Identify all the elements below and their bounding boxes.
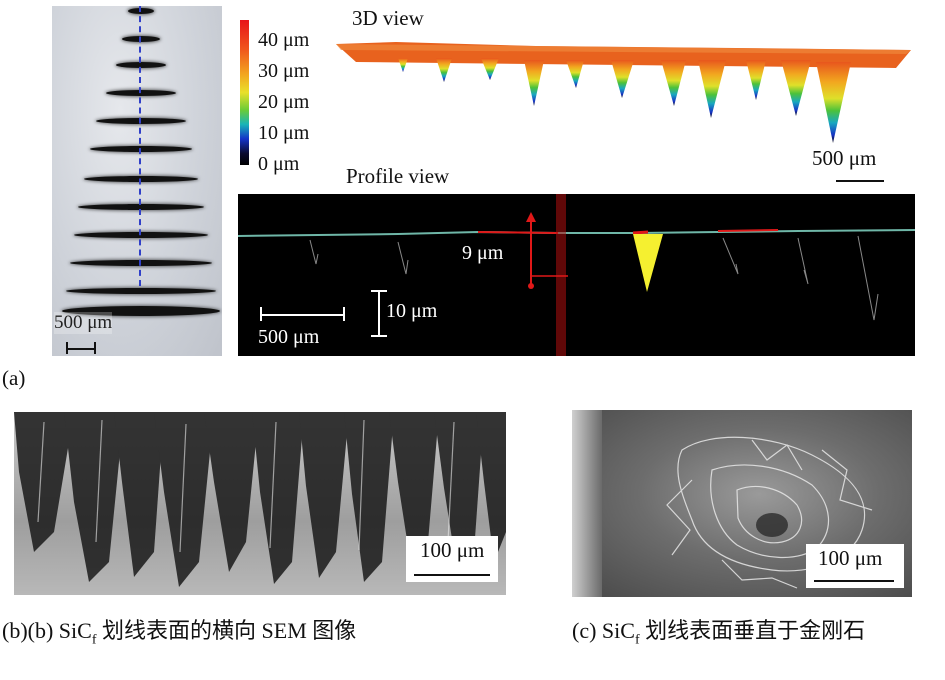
view3d-scale-bar — [836, 180, 884, 182]
caption-c-sub: f — [634, 632, 640, 648]
caption-b-sub: f — [91, 632, 97, 648]
scratch-mark — [78, 204, 204, 210]
sem-c-edge — [572, 410, 602, 597]
scratch-mark — [84, 176, 198, 182]
sem-c-scale-box: 100 μm — [806, 544, 904, 588]
optical-scale-bar — [66, 348, 94, 350]
optical-micrograph: 500 μm — [52, 6, 222, 356]
colorbar-tick-30: 30 μm — [258, 60, 310, 82]
sem-b-scale-box: 100 μm — [406, 536, 498, 582]
scratch-mark — [106, 90, 176, 96]
sem-b-texture — [14, 412, 506, 587]
sem-b-scale-bar — [414, 574, 490, 576]
profile-scale-bar-v — [378, 290, 380, 336]
caption-c-text: 划线表面垂直于金刚石 — [639, 618, 866, 643]
caption-c-label: (c) SiC — [572, 618, 635, 643]
caption-c: (c) SiCf 划线表面垂直于金刚石 — [572, 618, 865, 653]
height-colorbar — [240, 20, 249, 165]
scale-bar-tick — [94, 342, 96, 354]
colorbar-tick-20: 20 μm — [258, 91, 310, 113]
scale-bar-tick — [371, 290, 387, 292]
scratch-mark — [128, 8, 154, 14]
scratch-mark — [96, 118, 186, 124]
profile-title: Profile view — [346, 164, 450, 188]
caption-b: (b)(b) SiCf 划线表面的横向 SEM 图像 — [2, 618, 356, 653]
sem-image-b: 100 μm — [14, 412, 506, 595]
scratch-mark — [74, 232, 208, 238]
profile-view: 9 μm 500 μm 10 μm — [238, 194, 915, 356]
scale-bar-tick — [66, 342, 68, 354]
center-dashed-line — [139, 6, 141, 286]
caption-b-text: 划线表面的横向 SEM 图像 — [96, 618, 357, 643]
scratch-mark — [62, 306, 220, 316]
caption-b-label: (b) SiC — [27, 618, 92, 643]
profile-depth-label: 9 μm — [462, 242, 504, 264]
sem-c-scale-label: 100 μm — [818, 546, 883, 570]
scale-bar-tick — [371, 335, 387, 337]
view3d-title: 3D view — [352, 6, 424, 30]
scratch-mark — [122, 36, 160, 42]
scratch-mark — [116, 62, 166, 68]
scratch-mark — [70, 260, 212, 266]
sem-b-scale-label: 100 μm — [420, 538, 485, 562]
scale-bar-tick — [260, 307, 262, 321]
colorbar-tick-0: 0 μm — [258, 153, 300, 175]
colorbar-tick-10: 10 μm — [258, 122, 310, 144]
optical-scale-label: 500 μm — [54, 312, 113, 334]
view3d-scale-label: 500 μm — [812, 146, 877, 170]
profile-plot — [238, 194, 915, 356]
caption-b-prefix: (b) — [2, 618, 28, 643]
sem-image-c: 100 μm — [572, 410, 912, 597]
scale-bar-tick — [343, 307, 345, 321]
scratch-mark — [66, 288, 216, 294]
view3d-render — [336, 42, 911, 143]
profile-scale-bar-h — [260, 314, 344, 316]
sem-c-scale-bar — [814, 580, 894, 582]
panel-a-label: (a) — [2, 366, 26, 390]
profile-scale-v-label: 10 μm — [386, 300, 438, 322]
scratch-mark — [90, 146, 192, 152]
profile-scale-h-label: 500 μm — [258, 326, 320, 348]
colorbar-tick-40: 40 μm — [258, 29, 310, 51]
